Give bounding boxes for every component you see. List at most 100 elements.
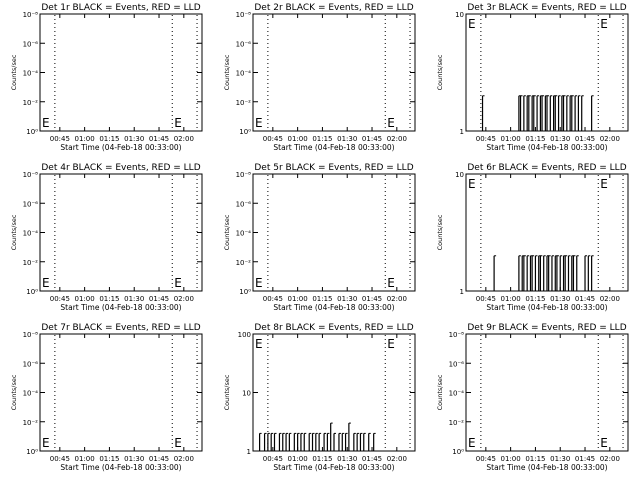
y-tick-label: 10⁻⁶: [236, 40, 252, 48]
x-tick-label: 00:45: [263, 455, 283, 463]
y-tick-label: 10: [455, 11, 464, 19]
event-marker-e: E: [468, 436, 476, 450]
x-tick-label: 01:15: [312, 295, 332, 303]
y-axis-title: Counts/sec: [10, 54, 18, 90]
x-axis-title: Start Time (04-Feb-18 00:33:00): [60, 143, 181, 152]
x-tick-label: 01:00: [75, 135, 95, 143]
event-marker-e: E: [468, 177, 476, 191]
x-tick-label: 01:45: [362, 295, 382, 303]
y-tick-label: 10⁻²: [449, 419, 465, 427]
y-tick-label: 10⁻⁸: [449, 331, 465, 339]
detector-panel-1: Det 1r BLACK = Events, RED = LLD 10⁰ 10⁻² 1…: [10, 3, 203, 152]
y-tick-label: 10⁻⁸: [23, 331, 39, 339]
y-tick-label: 10⁻⁴: [236, 70, 252, 78]
x-tick-label: 01:00: [501, 135, 521, 143]
panel-title: Det 2r BLACK = Events, RED = LLD: [254, 3, 413, 13]
x-tick-label: 01:00: [288, 135, 308, 143]
event-marker-e: E: [387, 276, 395, 290]
x-tick-label: 01:45: [575, 295, 595, 303]
x-tick-label: 01:00: [288, 295, 308, 303]
y-axis-title: Counts/sec: [223, 54, 231, 90]
x-tick-label: 01:45: [149, 295, 169, 303]
y-axis-title: Counts/sec: [436, 54, 444, 90]
y-tick-label: 10⁰: [26, 128, 38, 136]
y-tick-label: 10⁻⁴: [23, 70, 39, 78]
y-axis-title: Counts/sec: [10, 214, 18, 250]
y-tick-label: 10: [242, 390, 251, 398]
y-tick-label: 10⁻⁸: [23, 11, 39, 19]
x-tick-label: 02:00: [600, 135, 620, 143]
x-tick-label: 01:15: [312, 135, 332, 143]
panel-title: Det 7r BLACK = Events, RED = LLD: [41, 323, 200, 333]
x-tick-label: 01:00: [75, 295, 95, 303]
panel-title: Det 5r BLACK = Events, RED = LLD: [254, 163, 413, 173]
plot-frame: [39, 333, 203, 452]
detector-panel-7: Det 7r BLACK = Events, RED = LLD 10⁰ 10⁻² 1…: [10, 323, 203, 472]
x-tick-label: 01:30: [550, 295, 570, 303]
x-axis-title: Start Time (04-Feb-18 00:33:00): [60, 303, 181, 312]
y-tick-label: 100: [238, 331, 251, 339]
event-marker-e: E: [468, 17, 476, 31]
y-axis-title: Counts/sec: [436, 374, 444, 410]
y-tick-label: 10⁻⁴: [236, 230, 252, 238]
x-tick-label: 01:00: [501, 295, 521, 303]
y-tick-label: 1: [460, 128, 464, 136]
detector-panel-9: Det 9r BLACK = Events, RED = LLD 10⁰ 10⁻² 1…: [436, 323, 629, 472]
y-tick-label: 10: [455, 171, 464, 179]
detector-panel-8: Det 8r BLACK = Events, RED = LLD 1 10 100 00…: [223, 323, 416, 472]
detector-panel-5: Det 5r BLACK = Events, RED = LLD 10⁰ 10⁻² 1…: [223, 163, 416, 312]
panel-title: Det 3r BLACK = Events, RED = LLD: [467, 3, 626, 13]
x-tick-label: 01:30: [124, 455, 144, 463]
y-tick-label: 10⁻⁶: [23, 360, 39, 368]
x-tick-label: 02:00: [174, 455, 194, 463]
plot-frame: [39, 13, 203, 132]
x-tick-label: 01:15: [99, 455, 119, 463]
y-tick-label: 10⁻⁸: [236, 11, 252, 19]
x-axis-title: Start Time (04-Feb-18 00:33:00): [273, 143, 394, 152]
y-tick-label: 10⁰: [452, 448, 464, 456]
x-axis-title: Start Time (04-Feb-18 00:33:00): [273, 463, 394, 472]
x-tick-label: 01:45: [362, 135, 382, 143]
event-marker-e: E: [42, 116, 50, 130]
y-tick-label: 1: [460, 288, 464, 296]
x-tick-label: 01:45: [149, 135, 169, 143]
y-tick-label: 10⁻²: [23, 419, 39, 427]
x-tick-label: 01:15: [525, 455, 545, 463]
x-tick-label: 02:00: [387, 135, 407, 143]
x-tick-label: 01:45: [149, 455, 169, 463]
detector-panel-4: Det 4r BLACK = Events, RED = LLD 10⁰ 10⁻² 1…: [10, 163, 203, 312]
event-marker-e: E: [42, 276, 50, 290]
x-axis-title: Start Time (04-Feb-18 00:33:00): [486, 463, 607, 472]
x-tick-label: 01:30: [550, 455, 570, 463]
x-tick-label: 00:45: [476, 135, 496, 143]
x-tick-label: 01:30: [124, 295, 144, 303]
x-tick-label: 00:45: [263, 135, 283, 143]
x-tick-label: 01:15: [312, 455, 332, 463]
panel-title: Det 4r BLACK = Events, RED = LLD: [41, 163, 200, 173]
y-tick-label: 10⁻²: [236, 99, 252, 107]
x-tick-label: 01:15: [525, 295, 545, 303]
x-tick-label: 01:00: [501, 455, 521, 463]
y-tick-label: 10⁻⁶: [449, 360, 465, 368]
x-tick-label: 00:45: [50, 455, 70, 463]
panel-title: Det 8r BLACK = Events, RED = LLD: [254, 323, 413, 333]
x-tick-label: 02:00: [600, 295, 620, 303]
x-tick-label: 01:30: [337, 295, 357, 303]
event-marker-e: E: [600, 17, 608, 31]
y-tick-label: 10⁰: [239, 128, 251, 136]
y-axis-title: Counts/sec: [223, 374, 231, 410]
x-tick-label: 01:45: [575, 455, 595, 463]
y-tick-label: 10⁻⁴: [449, 390, 465, 398]
x-axis-title: Start Time (04-Feb-18 00:33:00): [486, 143, 607, 152]
x-tick-label: 01:45: [362, 455, 382, 463]
event-marker-e: E: [387, 337, 395, 351]
y-tick-label: 10⁻²: [23, 259, 39, 267]
y-tick-label: 10⁰: [26, 448, 38, 456]
y-tick-label: 10⁻²: [236, 259, 252, 267]
x-tick-label: 01:30: [550, 135, 570, 143]
event-marker-e: E: [174, 116, 182, 130]
event-marker-e: E: [387, 116, 395, 130]
x-tick-label: 00:45: [263, 295, 283, 303]
x-axis-title: Start Time (04-Feb-18 00:33:00): [486, 303, 607, 312]
panel-title: Det 6r BLACK = Events, RED = LLD: [467, 163, 626, 173]
